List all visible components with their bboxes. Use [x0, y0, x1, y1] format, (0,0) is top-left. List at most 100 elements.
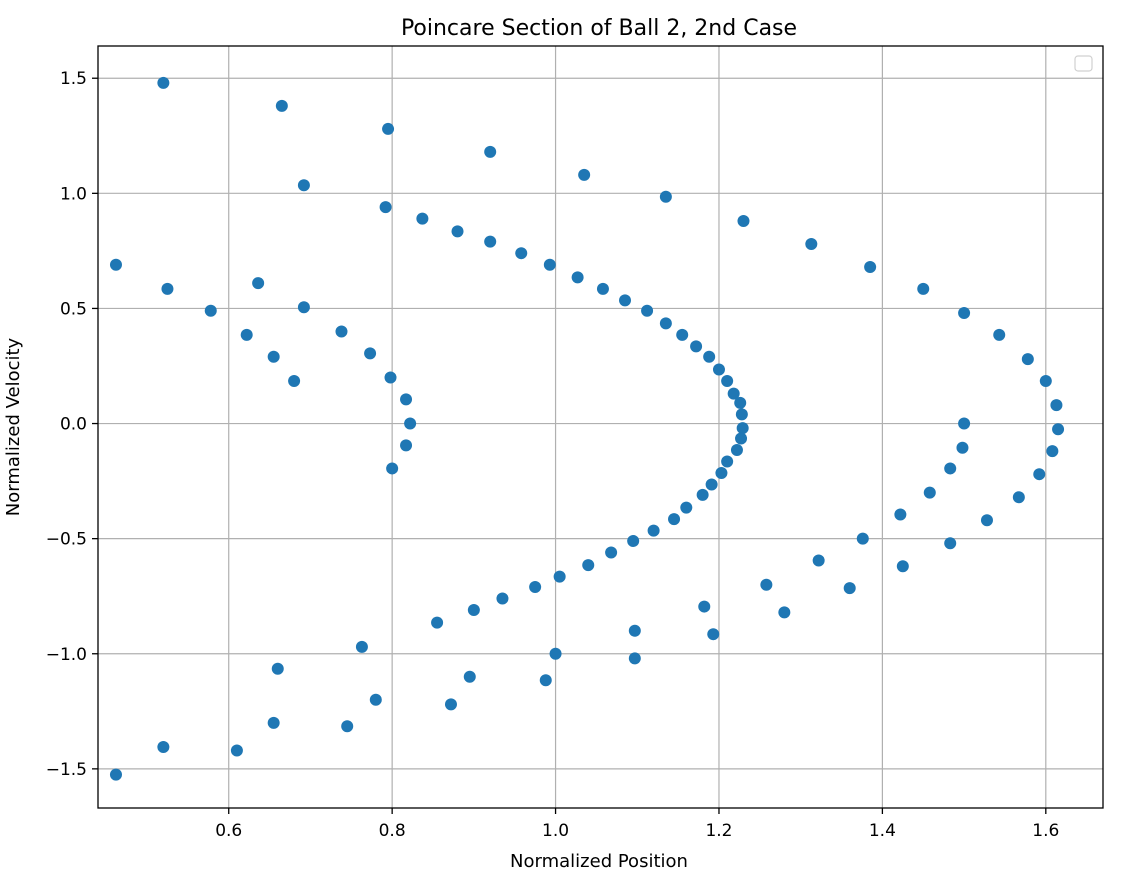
data-point	[157, 740, 170, 753]
data-point	[379, 201, 392, 214]
data-point	[543, 258, 556, 271]
data-point	[628, 652, 641, 665]
data-point	[297, 301, 310, 314]
data-point	[578, 168, 591, 181]
data-point	[944, 462, 957, 475]
data-point	[596, 282, 609, 295]
x-tick-label: 0.6	[215, 821, 242, 841]
data-point	[980, 514, 993, 527]
y-axis-label: Normalized Velocity	[3, 337, 24, 516]
data-point	[484, 145, 497, 158]
data-point	[109, 258, 122, 271]
data-point	[734, 396, 747, 409]
data-point	[896, 560, 909, 573]
data-point	[267, 716, 280, 729]
data-point	[496, 592, 509, 605]
data-point	[431, 616, 444, 629]
data-point	[288, 374, 301, 387]
data-point	[335, 325, 348, 338]
data-point	[668, 513, 681, 526]
data-point	[515, 247, 528, 260]
y-tick-label: −1.5	[46, 760, 87, 780]
data-point	[404, 417, 417, 430]
data-point	[628, 624, 641, 637]
data-point	[451, 225, 464, 238]
data-point	[571, 271, 584, 284]
data-point	[1052, 423, 1065, 436]
data-points	[109, 76, 1065, 781]
plot-frame	[97, 45, 1104, 809]
data-point	[553, 570, 566, 583]
data-point	[696, 488, 709, 501]
data-point	[341, 720, 354, 733]
data-point	[297, 179, 310, 192]
y-tick-label: 1.5	[60, 69, 87, 89]
data-point	[680, 501, 693, 514]
data-point	[712, 363, 725, 376]
data-point	[539, 674, 552, 687]
data-point	[369, 693, 382, 706]
x-tick-label: 1.4	[869, 821, 896, 841]
data-point	[659, 317, 672, 330]
data-point	[760, 578, 773, 591]
y-tick-label: 1.0	[60, 184, 87, 204]
ticks-layer: 0.6 0.8 1.0 1.2 1.4 1.6 1.5 1.0 0.5 0.0 −0.5 −1.0 −1…	[46, 69, 1060, 841]
data-point	[993, 328, 1006, 341]
grid-layer	[98, 46, 1103, 808]
data-point	[690, 340, 703, 353]
y-tick-label: 0.5	[60, 299, 87, 319]
data-point	[737, 214, 750, 227]
data-point	[703, 350, 716, 363]
data-point	[1046, 445, 1059, 458]
data-point	[805, 237, 818, 250]
data-point	[463, 670, 476, 683]
data-point	[843, 582, 856, 595]
data-point	[444, 698, 457, 711]
y-tick-label: −1.0	[46, 645, 87, 665]
legend-box[interactable]	[1074, 55, 1093, 72]
data-point	[707, 628, 720, 641]
data-point	[958, 307, 971, 320]
data-point	[382, 122, 395, 135]
data-point	[230, 744, 243, 757]
data-point	[1012, 491, 1025, 504]
x-axis-label: Normalized Position	[510, 851, 688, 872]
data-point	[400, 393, 413, 406]
data-point	[484, 235, 497, 248]
data-point	[605, 546, 618, 559]
data-point	[721, 374, 734, 387]
data-point	[735, 432, 748, 445]
data-point	[958, 417, 971, 430]
data-point	[676, 328, 689, 341]
data-point	[1021, 353, 1034, 366]
data-point	[778, 606, 791, 619]
data-point	[917, 282, 930, 295]
data-point	[715, 467, 728, 480]
data-point	[721, 455, 734, 468]
data-point	[698, 600, 711, 613]
data-point	[271, 662, 284, 675]
data-point	[1039, 374, 1052, 387]
data-point	[659, 190, 672, 203]
data-point	[944, 537, 957, 550]
data-point	[275, 99, 288, 112]
x-tick-label: 1.6	[1032, 821, 1059, 841]
data-point	[641, 304, 654, 317]
data-point	[161, 282, 174, 295]
data-point	[549, 647, 562, 660]
data-point	[467, 604, 480, 617]
data-point	[864, 261, 877, 274]
data-point	[736, 422, 749, 435]
y-tick-label: −0.5	[46, 530, 87, 550]
data-point	[627, 534, 640, 547]
data-point	[355, 640, 368, 653]
data-point	[735, 408, 748, 421]
data-point	[956, 441, 969, 454]
data-point	[923, 486, 936, 499]
data-point	[109, 768, 122, 781]
data-point	[582, 559, 595, 572]
data-point	[157, 76, 170, 89]
data-point	[267, 350, 280, 363]
data-point	[529, 580, 542, 593]
data-point	[705, 478, 718, 491]
